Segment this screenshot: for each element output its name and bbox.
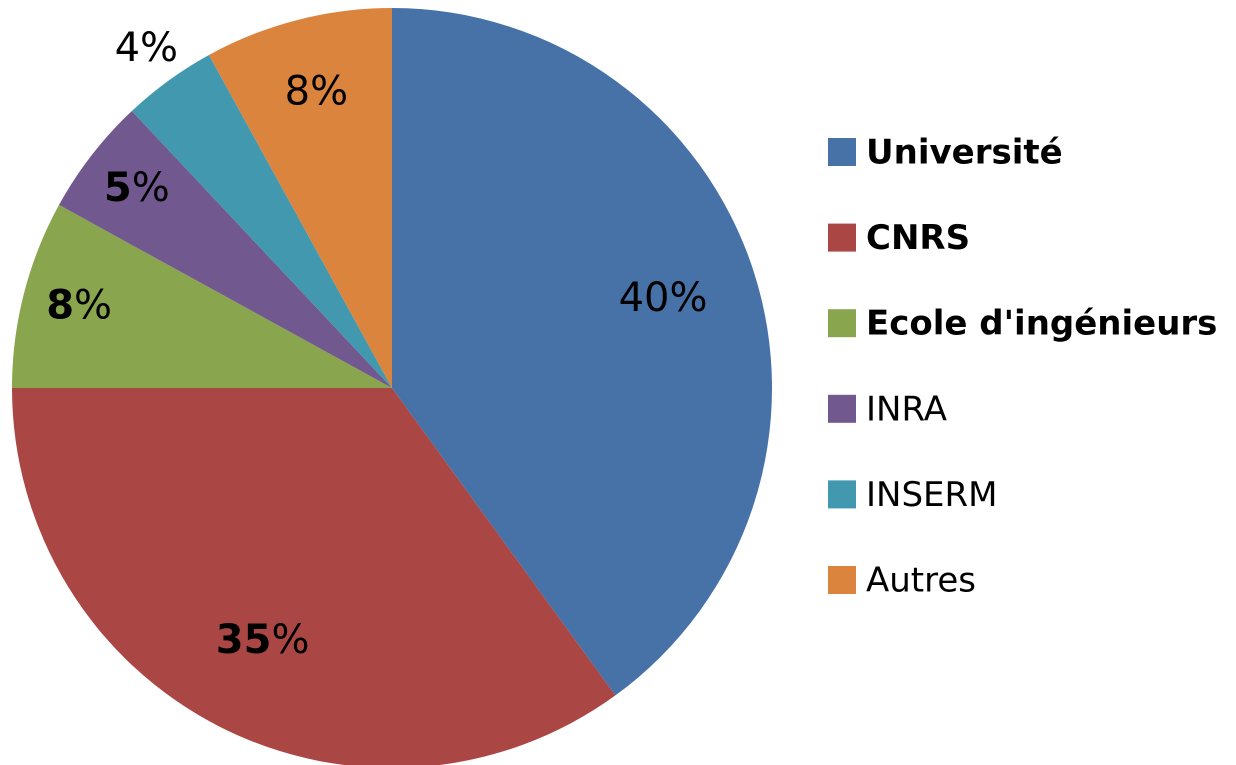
percent-sign: %: [140, 25, 178, 71]
legend-swatch: [828, 394, 856, 423]
data-label-value: 8: [285, 69, 310, 115]
data-label: 8%: [46, 283, 112, 329]
pie-slice: [131, 55, 392, 389]
legend-swatch: [828, 138, 856, 166]
legend-swatch: [828, 480, 856, 509]
legend-label: INSERM: [866, 475, 997, 515]
legend-label: INRA: [866, 389, 947, 429]
pie-slice: [392, 8, 772, 696]
pie-slice: [208, 8, 392, 388]
data-label-value: 35: [216, 617, 272, 663]
legend-label: Université: [866, 133, 1063, 173]
legend-swatch: [828, 566, 856, 594]
pie-slice: [12, 388, 616, 765]
data-label-value: 5: [104, 165, 132, 211]
data-label-value: 8: [46, 283, 74, 329]
percent-sign: %: [74, 283, 112, 329]
pie-slice: [12, 204, 392, 388]
legend-swatch: [828, 309, 856, 338]
data-label: 4%: [115, 25, 178, 71]
legend-label: Autres: [866, 561, 976, 601]
data-label-value: 40: [619, 275, 670, 321]
pie-slice: [59, 110, 393, 389]
legend-label: Ecole d'ingénieurs: [866, 304, 1217, 344]
data-label: 8%: [285, 69, 348, 115]
data-label: 35%: [216, 617, 310, 663]
data-label-value: 4: [115, 25, 140, 71]
data-label: 5%: [104, 165, 170, 211]
percent-sign: %: [132, 165, 170, 211]
percent-sign: %: [669, 275, 707, 321]
legend-label: CNRS: [866, 218, 970, 258]
legend-swatch: [828, 223, 856, 252]
percent-sign: %: [271, 617, 309, 663]
data-label: 40%: [619, 275, 708, 321]
percent-sign: %: [310, 69, 348, 115]
